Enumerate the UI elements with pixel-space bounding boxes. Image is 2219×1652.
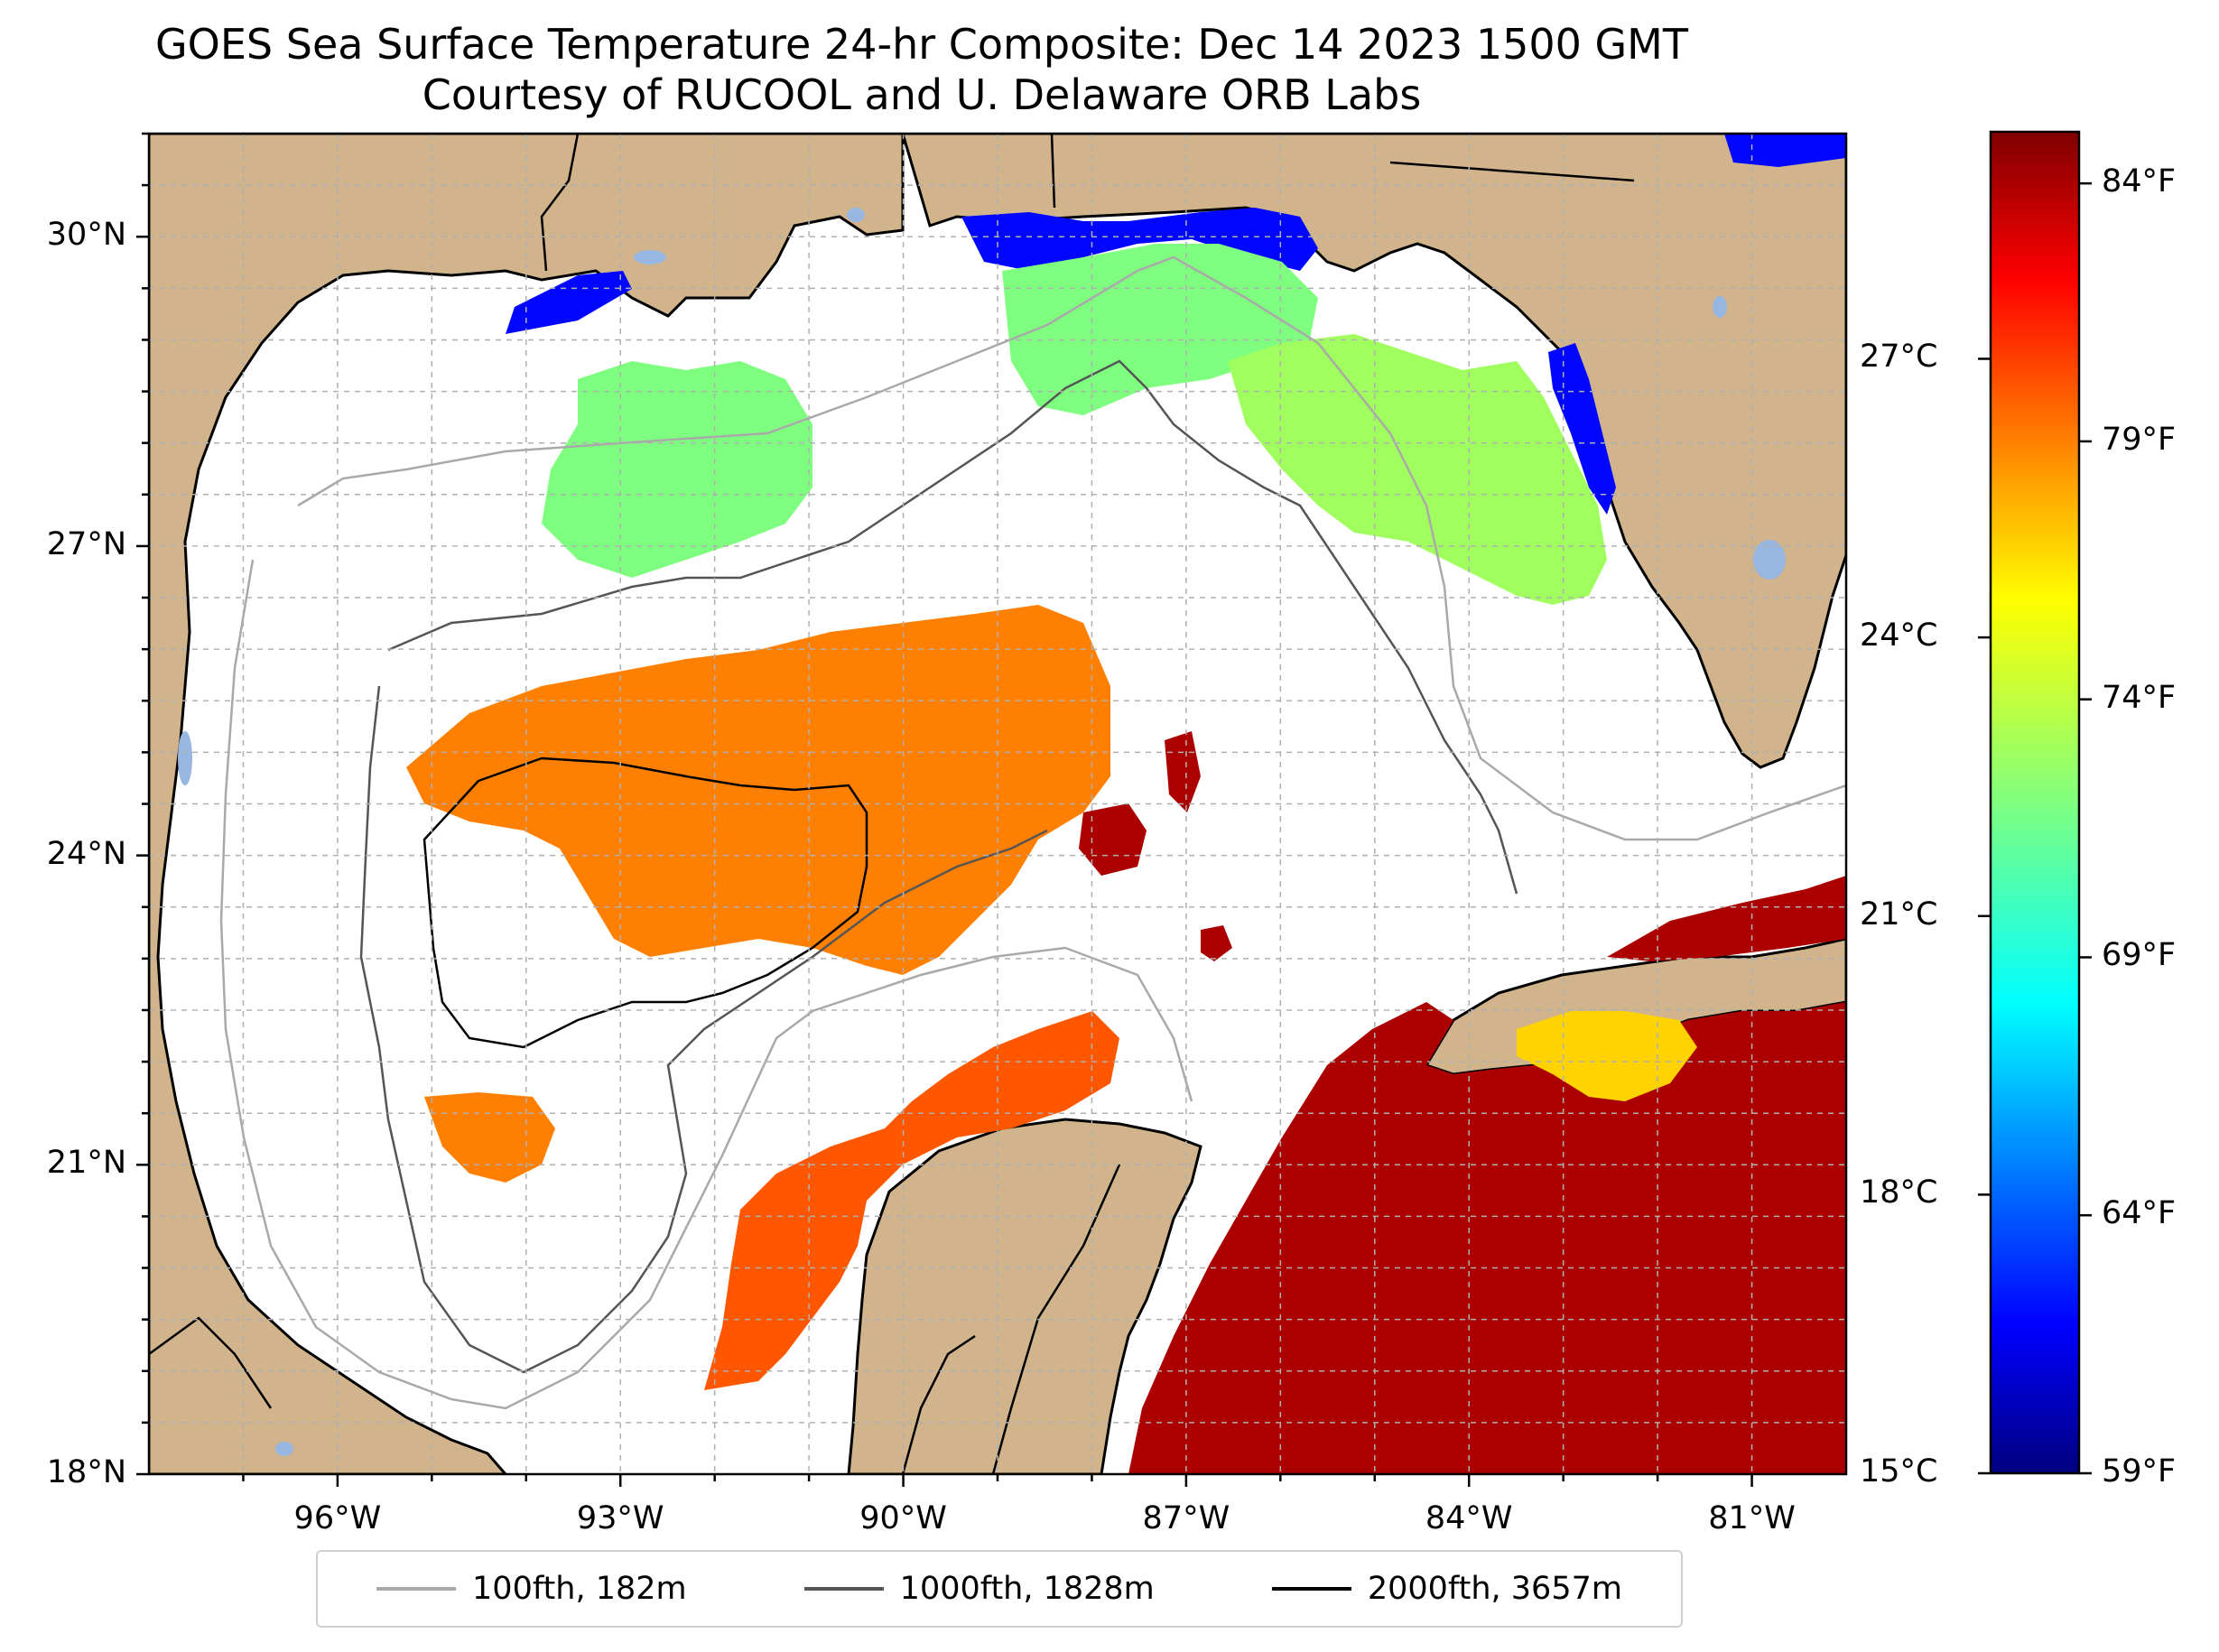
lat-tick-label: 24°N (46, 835, 126, 872)
map-area (149, 134, 1846, 1474)
borders (149, 134, 1635, 1474)
sst-southwest-warm (424, 1092, 555, 1183)
colorbar-label-f: 79°F (2102, 421, 2177, 458)
lake-small-3 (847, 208, 865, 222)
sst-mississippi-cold (961, 208, 1318, 271)
colorbar (1989, 130, 2081, 1475)
colorbar-label-f: 64°F (2102, 1195, 2177, 1232)
colorbar-label-f: 69°F (2102, 937, 2177, 974)
sst-west-cool (542, 361, 812, 578)
lake-okeechobee (1753, 540, 1786, 580)
lat-tick-label: 30°N (46, 217, 126, 254)
legend-item-1000fth: 1000fth, 1828m (803, 1571, 1155, 1607)
sst-texas-cold (506, 271, 632, 334)
legend-label-100fth: 100fth, 182m (472, 1571, 687, 1607)
sst-florida-coast-cold (1548, 343, 1616, 515)
lon-tick-label: 96°W (293, 1500, 382, 1536)
legend-swatch-100fth (376, 1587, 457, 1591)
lake-small-5 (275, 1442, 293, 1456)
land-yucatan (847, 1118, 1202, 1474)
contour-2000fth (422, 756, 868, 1049)
legend-swatch-2000fth (1271, 1587, 1351, 1591)
colorbar-label-f: 84°F (2102, 163, 2177, 200)
legend: 100fth, 182m 1000fth, 1828m 2000fth, 365… (316, 1550, 1683, 1628)
sst-caribbean-hot (1128, 1002, 1846, 1474)
sst-eddy-2 (1165, 731, 1201, 812)
colorbar-label-c: 21°C (1860, 896, 1938, 933)
legend-item-100fth: 100fth, 182m (376, 1571, 687, 1607)
colorbar-label-c: 27°C (1860, 339, 1938, 376)
lon-tick-label: 90°W (859, 1500, 947, 1536)
colorbar-label-c: 18°C (1860, 1174, 1938, 1211)
colorbar-label-f: 74°F (2102, 679, 2177, 716)
legend-swatch-1000fth (803, 1587, 884, 1591)
contour-100fth (219, 255, 1846, 1410)
lon-tick-label: 87°W (1142, 1500, 1230, 1536)
lon-tick-label: 84°W (1425, 1500, 1513, 1536)
sst-eddy-3 (1201, 925, 1232, 961)
colorbar-label-c: 24°C (1860, 617, 1938, 654)
colorbar-label-c: 15°C (1860, 1453, 1938, 1490)
colorbar-ticks (1978, 181, 2092, 1475)
contour-1000fth (359, 359, 1518, 1374)
lake-small-2 (634, 250, 666, 265)
sst-eddy-1 (1079, 803, 1147, 876)
sst-florida-straits (1607, 876, 1846, 961)
lake-small-4 (178, 731, 192, 785)
legend-label-2000fth: 2000fth, 3657m (1367, 1571, 1622, 1607)
sst-yucatan-shelf-warm (704, 1011, 1119, 1390)
colorbar-label-f: 59°F (2102, 1453, 2177, 1490)
lake-small-1 (1713, 296, 1727, 318)
sst-layer (406, 134, 1846, 1474)
sst-florida-west (1228, 334, 1607, 605)
gridlines (149, 134, 1846, 1474)
sst-atlantic-fl (1724, 134, 1846, 167)
lon-tick-label: 93°W (576, 1500, 664, 1536)
legend-item-2000fth: 2000fth, 3657m (1271, 1571, 1622, 1607)
land-north-west (149, 134, 905, 1474)
sst-cuba-shelf (1517, 1011, 1697, 1101)
bathymetry (219, 255, 1846, 1410)
sst-north-gulf-cool (1002, 244, 1318, 415)
sst-central-gulf-warm (406, 605, 1110, 975)
lat-tick-label: 21°N (46, 1145, 126, 1182)
lon-tick-label: 81°W (1708, 1500, 1796, 1536)
chart-subtitle: Courtesy of RUCOOL and U. Delaware ORB L… (422, 70, 1422, 119)
legend-label-1000fth: 1000fth, 1828m (899, 1571, 1155, 1607)
lat-tick-label: 27°N (46, 525, 126, 562)
chart-title: GOES Sea Surface Temperature 24-hr Compo… (155, 20, 1688, 69)
axis-ticks (136, 132, 1753, 1487)
lat-tick-label: 18°N (46, 1454, 126, 1490)
